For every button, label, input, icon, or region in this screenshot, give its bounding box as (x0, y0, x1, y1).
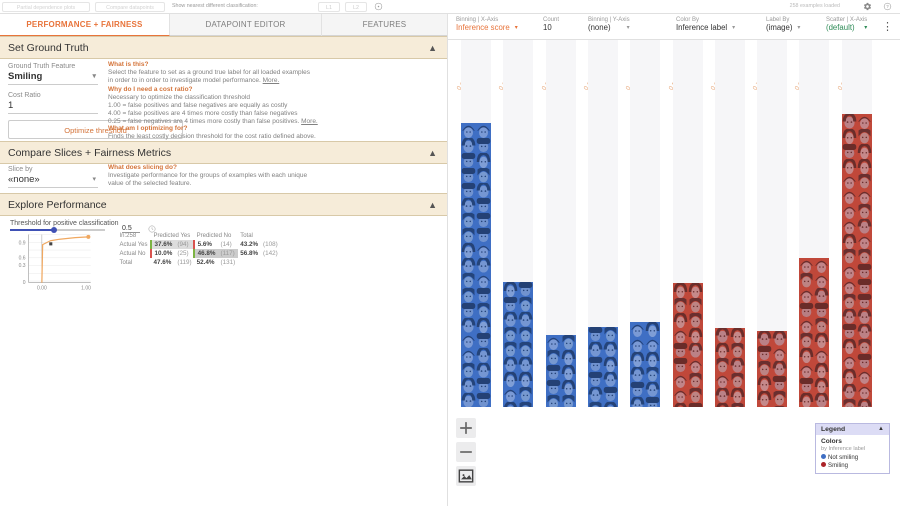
svg-text:0.3: 0.3 (19, 263, 26, 269)
svg-text:1.00: 1.00 (81, 286, 91, 292)
svg-text:0: 0 (23, 280, 26, 286)
svg-text:?: ? (886, 4, 889, 9)
svg-text:0.9: 0.9 (19, 241, 26, 247)
svg-text:0.00: 0.00 (37, 286, 47, 292)
svg-text:0.6: 0.6 (19, 255, 26, 261)
